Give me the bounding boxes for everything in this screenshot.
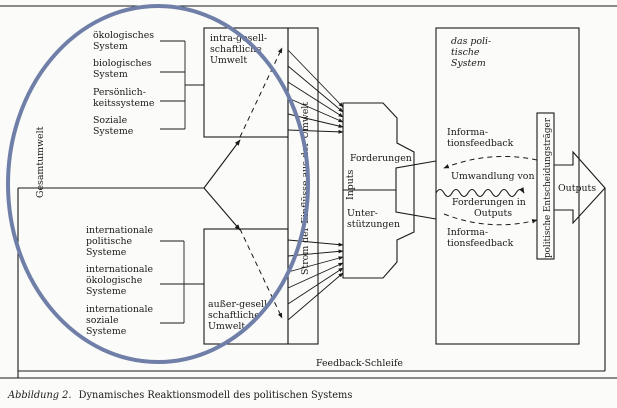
label-biologisches-system: biologisches System — [93, 58, 155, 80]
political-system-label: das poli- tische System — [451, 36, 494, 69]
label-oekologisches-system: ökologisches System — [93, 30, 157, 52]
umwandlung-label-3: Outputs — [474, 208, 512, 219]
label-internationale-politische-systeme: internationale politische Systeme — [86, 225, 156, 258]
label-internationale-oekologische-systeme: internationale ökologische Systeme — [86, 264, 156, 297]
highlight-ellipse — [6, 4, 310, 364]
label-internationale-soziale-systeme: internationale soziale Systeme — [86, 304, 156, 337]
umwandlung-wave-arrow — [435, 187, 525, 198]
ausser-box-label: außer-gesell- schaftliche Umwelt — [208, 299, 273, 332]
unterstuetzungen-label: Unter- stützungen — [347, 208, 400, 230]
outputs-label: Outputs — [558, 183, 596, 194]
intra-box-label: intra-gesell- schaftliche Umwelt — [210, 33, 270, 66]
system-input-wedge — [395, 160, 437, 220]
gesamtumwelt-frame — [17, 139, 241, 378]
figure-caption: Abbildung 2. Dynamisches Reaktionsmodell… — [7, 390, 352, 401]
feedback-arrow-top — [443, 155, 538, 169]
label-soziale-systeme: Soziale Systeme — [93, 115, 134, 137]
gesamtumwelt-label: Gesamtumwelt — [35, 126, 46, 198]
umwandlung-label-1: Umwandlung von — [451, 171, 534, 182]
dashed-arrow-down — [239, 228, 283, 319]
label-persoenlichkeitssysteme: Persönlich- keitssysteme — [93, 87, 155, 109]
informationsfeedback-bottom-label: Informa- tionsfeedback — [447, 227, 514, 249]
feedback-arrow-bottom — [443, 213, 538, 226]
umwandlung-label-2: Forderungen in — [452, 197, 526, 208]
entscheidungstraeger-box — [536, 112, 555, 260]
inputs-shape — [342, 102, 415, 279]
intra-bracket — [160, 40, 204, 130]
forderungen-label: Forderungen — [350, 153, 412, 164]
dashed-arrow-up — [239, 47, 283, 138]
feedback-schleife-label: Feedback-Schleife — [316, 358, 403, 369]
political-system-box — [435, 27, 580, 345]
inputs-label: Inputs — [345, 169, 356, 200]
strom-label: Strom der Einflüsse aus der Umwelt — [300, 102, 311, 275]
strom-column — [287, 27, 319, 345]
feedback-loop — [18, 188, 606, 372]
ausser-bracket — [160, 240, 204, 324]
influence-arrows — [287, 49, 344, 321]
informationsfeedback-top-label: Informa- tionsfeedback — [447, 127, 514, 149]
entscheidungstraeger-label: politische Entscheidungsträger — [543, 117, 553, 258]
